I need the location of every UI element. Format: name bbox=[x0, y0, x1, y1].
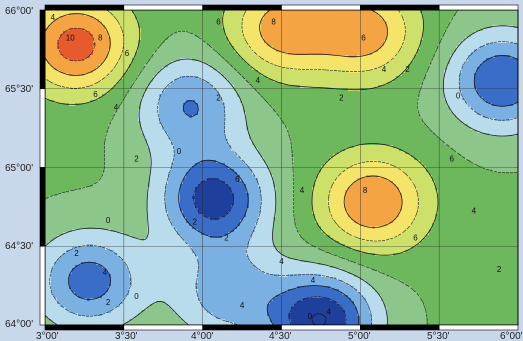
contour-label: 0 bbox=[134, 292, 139, 301]
contour-label: 2 bbox=[405, 65, 410, 74]
lon-label-6-00: 6°00' bbox=[500, 331, 523, 341]
lat-label-64-30: 64°30' bbox=[5, 241, 33, 252]
contour-label: 4 bbox=[256, 76, 261, 85]
contour-label: 6 bbox=[235, 175, 240, 184]
contour-labels: 10 8 6 4 6 4 2 0 2 4 0 2 6 8 4 2 0 2 6 2 4 2 6 4 4 8 6 4 0 4 2 0 6 4 2 4 bbox=[51, 13, 502, 321]
contour-label: 4 bbox=[382, 65, 387, 74]
contour-label: 2 bbox=[216, 93, 221, 102]
contour-label: 6 bbox=[450, 155, 455, 164]
contour-label: 4 bbox=[240, 301, 245, 310]
lon-label-3-30: 3°30' bbox=[115, 331, 138, 341]
latitude-labels: 66°00' 65°30' 65°00' 64°30' 64°00' bbox=[5, 6, 33, 330]
contour-label: 6 bbox=[361, 33, 366, 42]
contour-label: 4 bbox=[327, 308, 332, 317]
contour-label: 4 bbox=[279, 257, 284, 266]
contour-label: 2 bbox=[106, 298, 111, 307]
graticule bbox=[45, 10, 518, 325]
contour-label: 0 bbox=[106, 216, 111, 225]
contour-lines bbox=[45, 10, 518, 325]
lat-label-65-30: 65°30' bbox=[5, 84, 33, 95]
contour-label: 4 bbox=[472, 207, 477, 216]
lon-label-3-00: 3°00' bbox=[36, 331, 59, 341]
contour-level-4 bbox=[45, 10, 439, 256]
contour-label: 2 bbox=[224, 233, 229, 242]
contour-level-minus-4 bbox=[68, 55, 518, 325]
contour-label: 4 bbox=[300, 186, 305, 195]
contour-level-2 bbox=[45, 10, 518, 325]
contour-label: 8 bbox=[363, 186, 368, 195]
contour-label: 8 bbox=[98, 33, 103, 42]
contour-label: 6 bbox=[93, 90, 98, 99]
contour-label: 2 bbox=[339, 93, 344, 102]
contour-level-10 bbox=[57, 27, 95, 62]
contour-label: 10 bbox=[66, 33, 75, 42]
contour-label: 4 bbox=[51, 13, 56, 22]
contour-level-minus-2 bbox=[49, 41, 518, 325]
contour-label: 0 bbox=[456, 92, 461, 101]
contour-label: 6 bbox=[413, 233, 418, 242]
contour-label: 2 bbox=[74, 249, 79, 258]
lon-label-5-30: 5°30' bbox=[427, 331, 450, 341]
contour-label: 0 bbox=[177, 147, 182, 156]
contour-level-minus-6 bbox=[193, 178, 347, 325]
lon-label-4-30: 4°30' bbox=[269, 331, 292, 341]
lat-label-66-00: 66°00' bbox=[5, 6, 33, 17]
contour-label: 0 bbox=[308, 312, 313, 321]
contour-level-8 bbox=[45, 10, 403, 228]
map-frame bbox=[39, 4, 519, 331]
contour-label: 6 bbox=[125, 49, 130, 58]
contour-label: 4 bbox=[114, 103, 119, 112]
lat-label-65-00: 65°00' bbox=[5, 163, 33, 174]
longitude-labels: 3°00' 3°30' 4°00' 4°30' 5°00' 5°30' 6°00… bbox=[36, 331, 523, 341]
lon-label-4-00: 4°00' bbox=[191, 331, 214, 341]
contour-level-0 bbox=[45, 25, 518, 325]
lat-label-64-00: 64°00' bbox=[5, 319, 33, 330]
contour-label: 2 bbox=[497, 265, 502, 274]
contour-label: 2 bbox=[193, 218, 198, 227]
contour-label: 4 bbox=[103, 268, 108, 277]
contour-label: 2 bbox=[134, 155, 139, 164]
lon-label-5-00: 5°00' bbox=[348, 331, 371, 341]
contour-label: 6 bbox=[216, 18, 221, 27]
contour-label: 4 bbox=[311, 276, 316, 285]
contour-label: 8 bbox=[271, 18, 276, 27]
